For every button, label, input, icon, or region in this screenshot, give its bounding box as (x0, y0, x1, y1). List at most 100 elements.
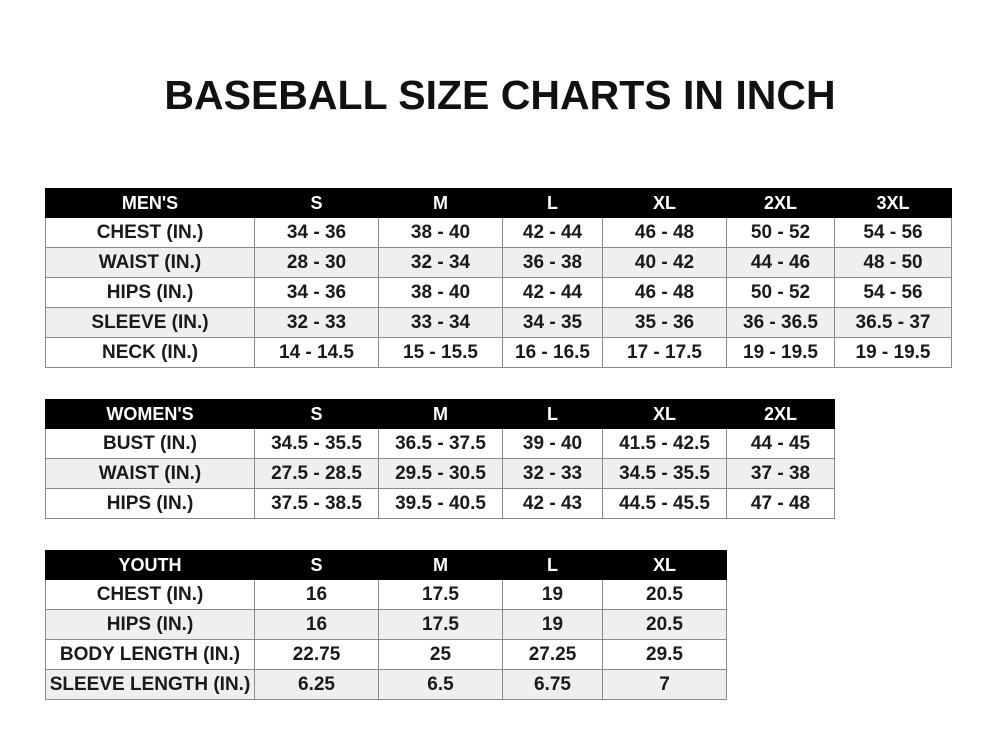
size-header: L (502, 399, 603, 429)
size-value: 27.25 (502, 639, 603, 670)
size-value: 34 - 36 (254, 217, 379, 248)
header-row: YOUTH S M L XL (45, 550, 727, 580)
size-value: 39.5 - 40.5 (378, 488, 503, 519)
size-value: 54 - 56 (834, 277, 952, 308)
size-value: 6.25 (254, 669, 379, 700)
size-value: 46 - 48 (602, 277, 727, 308)
size-value: 48 - 50 (834, 247, 952, 278)
header-row: MEN'S S M L XL 2XL 3XL (45, 188, 952, 218)
size-value: 37 - 38 (726, 458, 835, 489)
size-value: 44 - 46 (726, 247, 835, 278)
size-header: XL (602, 550, 727, 580)
category-header: MEN'S (45, 188, 255, 218)
size-value: 41.5 - 42.5 (602, 428, 727, 459)
size-header: S (254, 188, 379, 218)
size-value: 42 - 43 (502, 488, 603, 519)
size-value: 17 - 17.5 (602, 337, 727, 368)
size-value: 29.5 - 30.5 (378, 458, 503, 489)
table-row: WAIST (IN.) 27.5 - 28.5 29.5 - 30.5 32 - 33… (45, 458, 835, 489)
size-value: 14 - 14.5 (254, 337, 379, 368)
size-value: 46 - 48 (602, 217, 727, 248)
size-value: 32 - 33 (502, 458, 603, 489)
table-row: HIPS (IN.) 34 - 36 38 - 40 42 - 44 46 - 48 50… (45, 277, 952, 308)
size-value: 15 - 15.5 (378, 337, 503, 368)
category-header: YOUTH (45, 550, 255, 580)
size-header: M (378, 399, 503, 429)
table-row: NECK (IN.) 14 - 14.5 15 - 15.5 16 - 16.5 17 … (45, 337, 952, 368)
table-row: HIPS (IN.) 16 17.5 19 20.5 (45, 609, 727, 640)
size-value: 38 - 40 (378, 217, 503, 248)
size-value: 36.5 - 37 (834, 307, 952, 338)
size-value: 19 (502, 579, 603, 610)
table-row: BODY LENGTH (IN.) 22.75 25 27.25 29.5 (45, 639, 727, 670)
measurement-label: BUST (IN.) (45, 428, 255, 459)
size-value: 28 - 30 (254, 247, 379, 278)
size-header: S (254, 399, 379, 429)
size-value: 36.5 - 37.5 (378, 428, 503, 459)
size-value: 19 - 19.5 (834, 337, 952, 368)
size-value: 22.75 (254, 639, 379, 670)
measurement-label: NECK (IN.) (45, 337, 255, 368)
size-value: 16 (254, 579, 379, 610)
size-value: 47 - 48 (726, 488, 835, 519)
size-value: 44 - 45 (726, 428, 835, 459)
size-value: 32 - 33 (254, 307, 379, 338)
measurement-label: SLEEVE LENGTH (IN.) (45, 669, 255, 700)
table-row: SLEEVE (IN.) 32 - 33 33 - 34 34 - 35 35 - 36… (45, 307, 952, 338)
measurement-label: WAIST (IN.) (45, 247, 255, 278)
size-value: 19 - 19.5 (726, 337, 835, 368)
size-header: XL (602, 399, 727, 429)
size-value: 38 - 40 (378, 277, 503, 308)
size-header: M (378, 188, 503, 218)
men-size-table: MEN'S S M L XL 2XL 3XL CHEST (IN.) 34 - 36 38 - 4… (45, 188, 952, 368)
size-value: 42 - 44 (502, 277, 603, 308)
size-value: 34.5 - 35.5 (602, 458, 727, 489)
measurement-label: HIPS (IN.) (45, 488, 255, 519)
measurement-label: CHEST (IN.) (45, 579, 255, 610)
size-value: 32 - 34 (378, 247, 503, 278)
size-value: 17.5 (378, 609, 503, 640)
size-header: XL (602, 188, 727, 218)
table-row: SLEEVE LENGTH (IN.) 6.25 6.5 6.75 7 (45, 669, 727, 700)
size-value: 20.5 (602, 579, 727, 610)
size-value: 27.5 - 28.5 (254, 458, 379, 489)
measurement-label: HIPS (IN.) (45, 277, 255, 308)
size-value: 42 - 44 (502, 217, 603, 248)
size-value: 50 - 52 (726, 277, 835, 308)
youth-size-table: YOUTH S M L XL CHEST (IN.) 16 17.5 19 20.5 HIPS (I… (45, 550, 727, 700)
measurement-label: WAIST (IN.) (45, 458, 255, 489)
size-value: 6.5 (378, 669, 503, 700)
size-value: 16 - 16.5 (502, 337, 603, 368)
size-value: 40 - 42 (602, 247, 727, 278)
size-value: 25 (378, 639, 503, 670)
size-value: 20.5 (602, 609, 727, 640)
size-value: 36 - 38 (502, 247, 603, 278)
measurement-label: SLEEVE (IN.) (45, 307, 255, 338)
size-header: 2XL (726, 188, 835, 218)
size-value: 19 (502, 609, 603, 640)
measurement-label: CHEST (IN.) (45, 217, 255, 248)
size-value: 36 - 36.5 (726, 307, 835, 338)
size-header: 3XL (834, 188, 952, 218)
size-value: 37.5 - 38.5 (254, 488, 379, 519)
size-value: 7 (602, 669, 727, 700)
table-row: CHEST (IN.) 16 17.5 19 20.5 (45, 579, 727, 610)
table-row: WAIST (IN.) 28 - 30 32 - 34 36 - 38 40 - 42 4… (45, 247, 952, 278)
table-row: HIPS (IN.) 37.5 - 38.5 39.5 - 40.5 42 - 43 4… (45, 488, 835, 519)
table-row: BUST (IN.) 34.5 - 35.5 36.5 - 37.5 39 - 40 4… (45, 428, 835, 459)
size-value: 16 (254, 609, 379, 640)
table-row: CHEST (IN.) 34 - 36 38 - 40 42 - 44 46 - 48 5… (45, 217, 952, 248)
page-title: BASEBALL SIZE CHARTS IN INCH (164, 72, 836, 118)
size-value: 33 - 34 (378, 307, 503, 338)
measurement-label: BODY LENGTH (IN.) (45, 639, 255, 670)
size-value: 34.5 - 35.5 (254, 428, 379, 459)
size-header: L (502, 188, 603, 218)
header-row: WOMEN'S S M L XL 2XL (45, 399, 835, 429)
measurement-label: HIPS (IN.) (45, 609, 255, 640)
size-value: 54 - 56 (834, 217, 952, 248)
size-value: 17.5 (378, 579, 503, 610)
size-value: 44.5 - 45.5 (602, 488, 727, 519)
size-value: 34 - 36 (254, 277, 379, 308)
size-value: 50 - 52 (726, 217, 835, 248)
size-header: 2XL (726, 399, 835, 429)
